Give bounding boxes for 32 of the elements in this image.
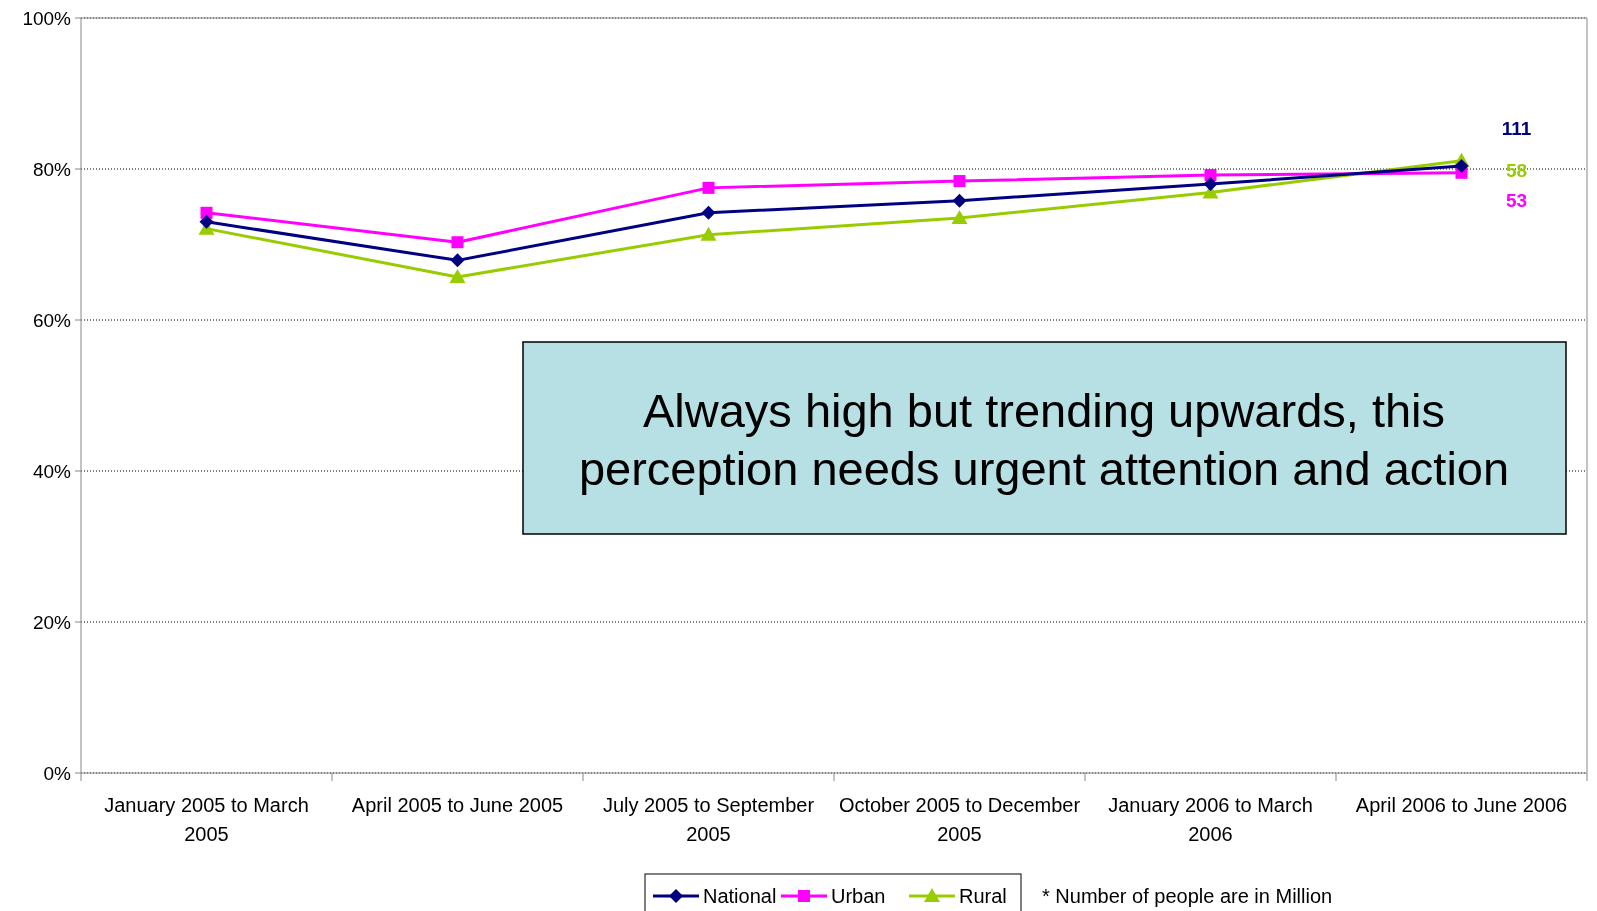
legend-label: National xyxy=(703,885,777,907)
annotation: 58 xyxy=(1505,160,1528,182)
point xyxy=(952,193,967,208)
x-tick-label: January 2005 to March 2005 xyxy=(104,794,309,845)
x-tick-label: April 2005 to June 2005 xyxy=(351,794,564,816)
legend-label: Rural xyxy=(959,885,1007,907)
point xyxy=(451,236,464,249)
y-tick-label: 0% xyxy=(43,762,72,784)
legend-label: Urban xyxy=(831,885,886,907)
x-tick-label: January 2006 to March 2006 xyxy=(1108,794,1313,845)
point xyxy=(1454,158,1469,173)
y-tick-label: 80% xyxy=(32,158,72,180)
x-tick-label: October 2005 to December 2005 xyxy=(838,794,1081,845)
point xyxy=(702,181,715,194)
x-tick-label: July 2005 to September 2005 xyxy=(602,794,815,845)
point xyxy=(199,214,214,229)
point xyxy=(450,253,465,268)
point xyxy=(951,210,968,225)
point xyxy=(700,226,717,241)
y-tick-label: 100% xyxy=(22,7,72,29)
point xyxy=(953,175,966,188)
point xyxy=(1203,177,1218,192)
y-tick-label: 40% xyxy=(32,460,72,482)
text: * Number of people are in Million xyxy=(1042,885,1333,907)
x-tick-label: April 2006 to June 2006 xyxy=(1355,794,1568,816)
point xyxy=(449,268,466,283)
y-tick-label: 20% xyxy=(32,611,72,633)
point xyxy=(701,205,716,220)
y-tick-label: 60% xyxy=(32,309,72,331)
annotation: Always high but trending upwards, this perception needs urgent attention and action xyxy=(578,384,1510,495)
annotation: 53 xyxy=(1505,190,1528,212)
annotation: 111 xyxy=(1501,117,1532,139)
